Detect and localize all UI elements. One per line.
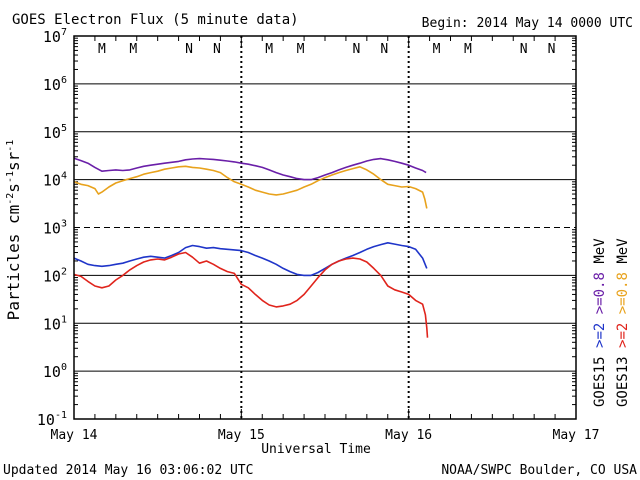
legend-goes15-ge08: >=0.8: [592, 272, 608, 314]
legend-goes13: GOES13 >=2 >=0.8 MeV: [615, 238, 631, 407]
y-tick-exponent: 4: [61, 171, 67, 182]
y-tick-exponent: 0: [61, 362, 67, 373]
updated-timestamp: Updated 2014 May 16 03:06:02 UTC: [3, 463, 253, 478]
marker-n: N: [213, 42, 221, 57]
legend-goes15-unit: MeV: [592, 238, 608, 264]
marker-m: M: [297, 42, 305, 57]
y-axis-label-prefix: Particles cm: [4, 205, 23, 321]
y-tick-base: 10: [43, 315, 61, 333]
y-tick-base: 10: [43, 76, 61, 94]
y-axis-label-unit-cm: -2: [5, 193, 16, 205]
y-tick-exponent: 7: [61, 27, 67, 38]
y-tick-exponent: 3: [61, 219, 67, 230]
y-tick-base: 10: [43, 124, 61, 142]
y-tick-exponent: -1: [55, 410, 67, 421]
legend-goes13-text: GOES13 >=2 >=0.8 MeV: [615, 238, 631, 407]
y-tick-exponent: 6: [61, 75, 67, 86]
y-tick-label: 102: [43, 266, 67, 285]
y-axis-label-s: s: [4, 183, 23, 193]
y-tick-label: 104: [43, 171, 67, 190]
legend-goes15-ge2: >=2: [592, 323, 608, 348]
y-axis-label: Particles cm-2s-1sr-1: [4, 140, 23, 321]
y-tick-base: 10: [43, 220, 61, 238]
series-goes15-2-mev: [73, 242, 428, 277]
y-tick-base: 10: [43, 172, 61, 190]
y-tick-label: 107: [43, 27, 67, 46]
plot-frame: [73, 35, 577, 420]
legend-goes15-satellite: GOES15: [592, 356, 608, 407]
begin-time: Begin: 2014 May 14 0000 UTC: [422, 16, 633, 31]
legend-goes13-ge2: >=2: [615, 323, 631, 348]
y-tick-label: 100: [43, 362, 67, 381]
y-tick-label: 101: [43, 314, 67, 333]
y-tick-base: 10: [43, 363, 61, 381]
x-axis-label: Universal Time: [261, 442, 371, 457]
legend-goes13-satellite: GOES13: [615, 356, 631, 407]
marker-n: N: [185, 42, 193, 57]
legend-goes15: GOES15 >=2 >=0.8 MeV: [592, 238, 608, 407]
x-tick-label: May 15: [218, 428, 265, 443]
y-tick-base: 10: [43, 28, 61, 46]
marker-n: N: [520, 42, 528, 57]
chart-title: GOES Electron Flux (5 minute data): [12, 12, 299, 28]
marker-m: M: [433, 42, 441, 57]
marker-m: M: [129, 42, 137, 57]
marker-m: M: [464, 42, 472, 57]
y-axis-label-unit-sr: -1: [5, 140, 16, 152]
y-tick-exponent: 5: [61, 123, 67, 134]
y-tick-base: 10: [43, 267, 61, 285]
series-goes15-0-8-mev: [73, 157, 427, 181]
y-tick-label: 103: [43, 219, 67, 238]
marker-n: N: [380, 42, 388, 57]
series-goes13-0-8-mev: [73, 165, 428, 209]
y-axis-label-sr: sr: [4, 151, 23, 171]
series-goes13-2-mev: [73, 251, 429, 338]
marker-m: M: [265, 42, 273, 57]
credit-text: NOAA/SWPC Boulder, CO USA: [441, 463, 637, 478]
y-tick-exponent: 2: [61, 266, 67, 277]
legend-goes13-unit: MeV: [615, 238, 631, 264]
y-tick-base: 10: [37, 411, 55, 429]
marker-n: N: [352, 42, 360, 57]
y-tick-label: 10-1: [37, 410, 67, 429]
x-tick-label: May 14: [51, 428, 98, 443]
y-tick-label: 106: [43, 75, 67, 94]
legend-goes15-text: GOES15 >=2 >=0.8 MeV: [592, 238, 608, 407]
y-tick-label: 105: [43, 123, 67, 142]
x-tick-label: May 17: [553, 428, 600, 443]
legend-goes13-ge08: >=0.8: [615, 272, 631, 314]
marker-m: M: [98, 42, 106, 57]
y-tick-exponent: 1: [61, 314, 67, 325]
marker-n: N: [548, 42, 556, 57]
y-axis-label-unit-s: -1: [5, 171, 16, 183]
x-tick-label: May 16: [385, 428, 432, 443]
